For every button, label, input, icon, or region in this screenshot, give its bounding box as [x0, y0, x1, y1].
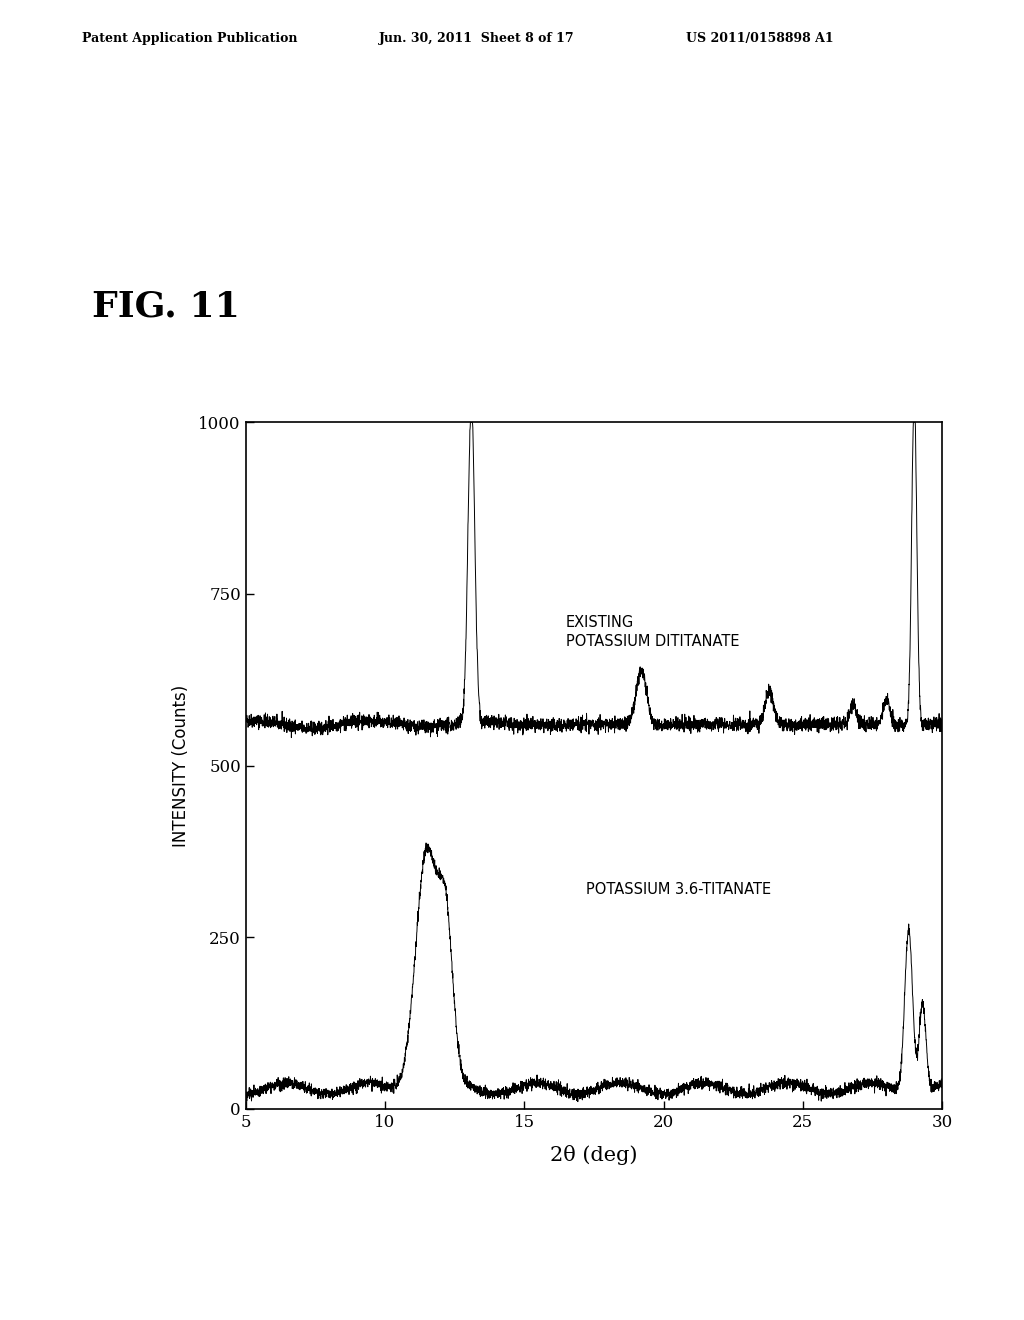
Text: EXISTING
POTASSIUM DITITANATE: EXISTING POTASSIUM DITITANATE	[566, 615, 739, 649]
Text: POTASSIUM 3.6-TITANATE: POTASSIUM 3.6-TITANATE	[586, 882, 771, 898]
X-axis label: 2θ (deg): 2θ (deg)	[550, 1144, 638, 1164]
Y-axis label: INTENSITY (Counts): INTENSITY (Counts)	[172, 685, 190, 846]
Text: FIG. 11: FIG. 11	[92, 290, 240, 323]
Text: Jun. 30, 2011  Sheet 8 of 17: Jun. 30, 2011 Sheet 8 of 17	[379, 32, 574, 45]
Text: Patent Application Publication: Patent Application Publication	[82, 32, 297, 45]
Text: US 2011/0158898 A1: US 2011/0158898 A1	[686, 32, 834, 45]
